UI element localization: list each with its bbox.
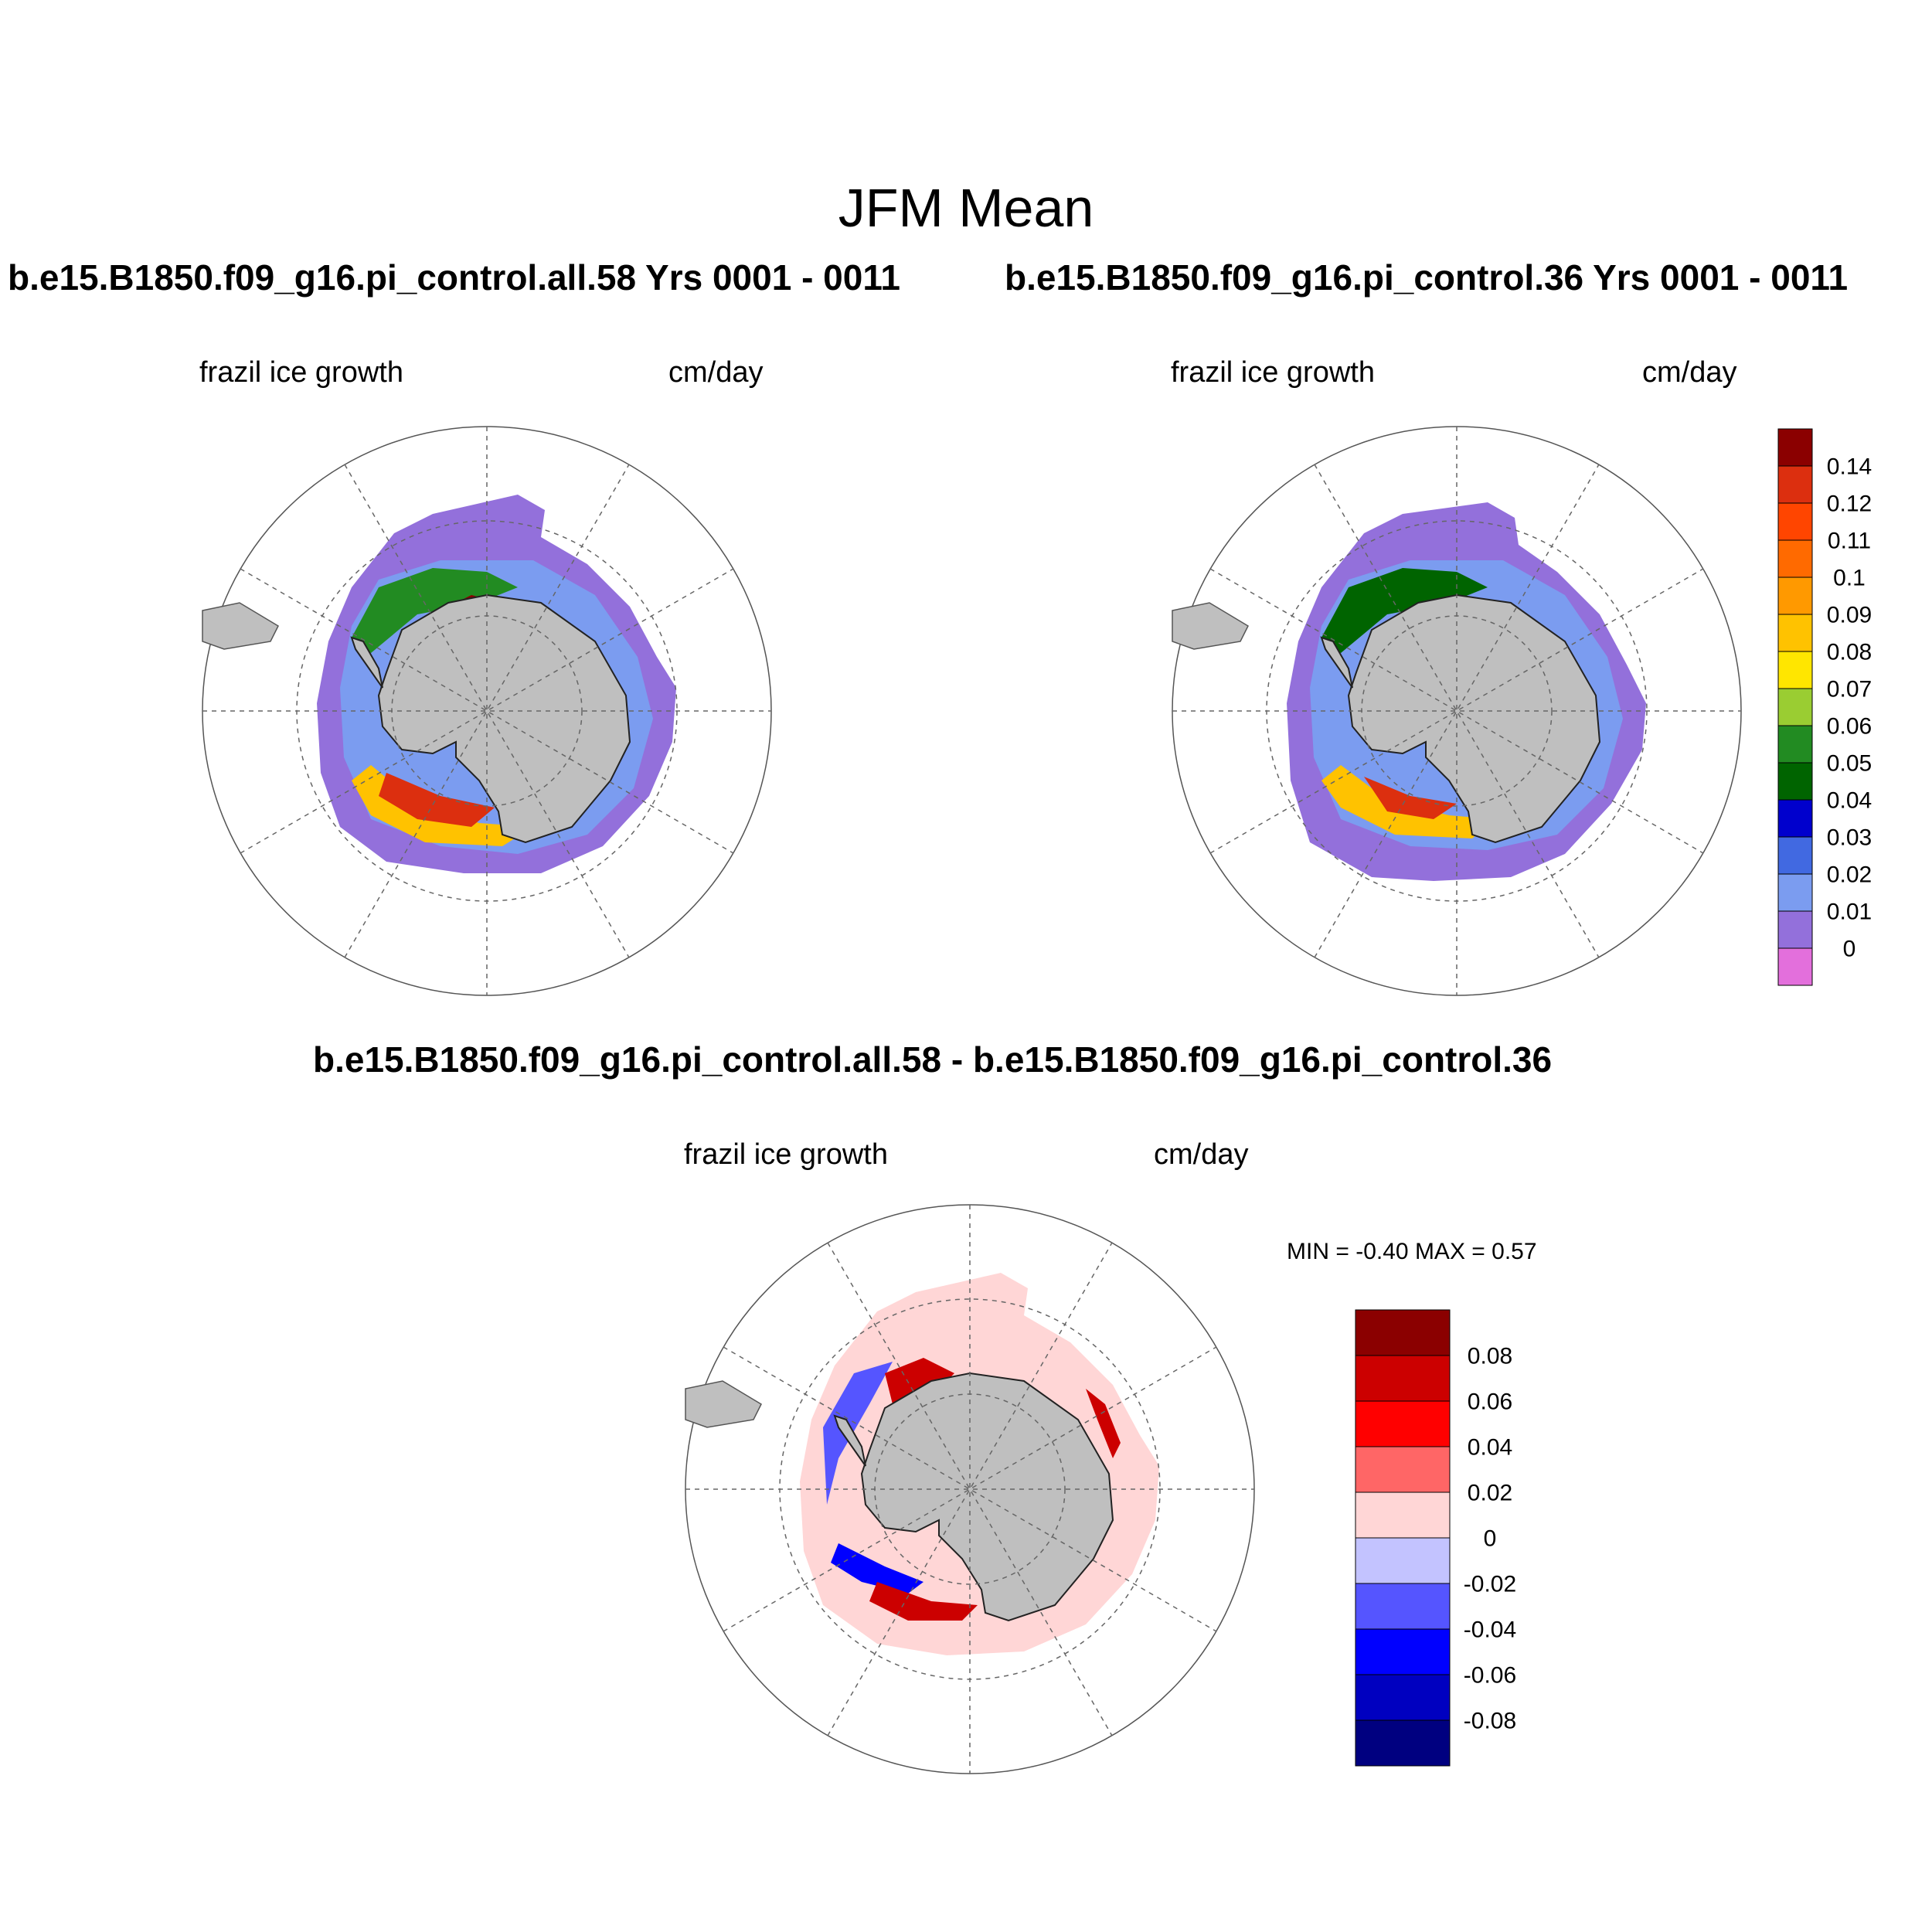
colorbar-main-swatch <box>1777 502 1813 541</box>
main-title: JFM Mean <box>838 178 1094 238</box>
diff-positive-ross <box>869 1582 978 1621</box>
colorbar-main-swatch <box>1777 614 1813 652</box>
colorbar-diff-swatch <box>1355 1674 1451 1721</box>
colorbar-main-tick-label: 0.05 <box>1827 751 1872 777</box>
colorbar-main-swatch <box>1777 428 1813 467</box>
colorbar-diff-tick-label: 0.08 <box>1468 1344 1512 1369</box>
colorbar-main-swatch <box>1777 836 1813 875</box>
diff-polar-map <box>685 1204 1255 1774</box>
colorbar-main-swatch <box>1777 651 1813 689</box>
colorbar-main-swatch <box>1777 577 1813 615</box>
colorbar-diff-tick-label: -0.04 <box>1464 1617 1516 1643</box>
colorbar-diff-tick-label: 0 <box>1484 1526 1497 1552</box>
colorbar-main-tick-label: 0.06 <box>1827 714 1872 740</box>
colorbar-diff-swatch <box>1355 1446 1451 1493</box>
colorbar-main-tick-label: 0.1 <box>1833 566 1866 591</box>
colorbar-main-tick-label: 0.12 <box>1827 492 1872 517</box>
frazil-high-band-ross <box>1321 765 1495 838</box>
frazil-peak-ross <box>1364 777 1457 819</box>
colorbar-main-swatch <box>1777 725 1813 764</box>
min-value: -0.40 <box>1355 1239 1409 1264</box>
colorbar-diff-tick-label: 0.06 <box>1468 1389 1512 1415</box>
colorbar-main-swatch <box>1777 799 1813 838</box>
diff-min-max: MIN = -0.40 MAX = 0.57 <box>1287 1240 1537 1264</box>
colorbar-main-tick-label: 0.08 <box>1827 640 1872 665</box>
frazil-high-band-ross <box>352 765 533 846</box>
map-gridlines <box>202 427 771 995</box>
colorbar-main-tick-label: 0.07 <box>1827 677 1872 702</box>
colorbar-main-swatch <box>1777 539 1813 578</box>
panel1-units-label: cm/day <box>668 356 764 389</box>
antarctica-landmass <box>1347 594 1601 844</box>
colorbar-diff-tick-label: 0.02 <box>1468 1481 1512 1506</box>
colorbar-diff-swatch <box>1355 1583 1451 1630</box>
panel2-variable-label: frazil ice growth <box>1171 356 1375 389</box>
colorbar-main-tick-label: 0.11 <box>1828 529 1871 554</box>
colorbar-diff-swatch <box>1355 1355 1451 1402</box>
map-gridlines <box>685 1205 1254 1774</box>
colorbar-main-tick-label: 0 <box>1843 937 1856 962</box>
panel1-title: b.e15.B1850.f09_g16.pi_control.all.58 Yr… <box>8 257 900 298</box>
antarctica-landmass <box>377 594 631 844</box>
colorbar-main-swatch <box>1777 762 1813 801</box>
colorbar-diff-swatch <box>1355 1492 1451 1539</box>
colorbar-diff-tick-label: -0.06 <box>1464 1663 1516 1689</box>
max-value: 0.57 <box>1492 1239 1537 1264</box>
peninsula-landmass <box>833 1414 866 1467</box>
panel2-units-label: cm/day <box>1642 356 1737 389</box>
colorbar-main-tick-label: 0.04 <box>1827 788 1872 814</box>
diff-positive-east <box>1086 1389 1121 1458</box>
min-label: MIN = <box>1287 1239 1349 1264</box>
frazil-peak-ross <box>379 773 495 827</box>
colorbar-diff-swatch <box>1355 1628 1451 1675</box>
panel2-title: b.e15.B1850.f09_g16.pi_control.36 Yrs 00… <box>1005 257 1849 298</box>
colorbar-diff-swatch <box>1355 1309 1451 1356</box>
map-gridlines <box>1172 427 1741 995</box>
diff-panel-title: b.e15.B1850.f09_g16.pi_control.all.58 - … <box>313 1039 1553 1080</box>
colorbar-main-tick-label: 0.09 <box>1827 603 1872 628</box>
diff-positive-weddell <box>885 1358 954 1404</box>
colorbar-main-swatch <box>1777 910 1813 949</box>
colorbar-main-tick-label: 0.14 <box>1827 454 1872 480</box>
colorbar-main-tick-label: 0.01 <box>1827 900 1872 925</box>
diff-units-label: cm/day <box>1154 1138 1249 1171</box>
antarctica-landmass <box>860 1372 1114 1622</box>
colorbar-main-swatch <box>1777 947 1813 986</box>
colorbar-diff-swatch <box>1355 1400 1451 1447</box>
colorbar-main-swatch <box>1777 465 1813 504</box>
colorbar-diff-tick-label: 0.04 <box>1468 1435 1512 1461</box>
panel1-polar-map <box>202 426 772 996</box>
colorbar-main-tick-label: 0.02 <box>1827 862 1872 888</box>
colorbar-main-swatch <box>1777 688 1813 726</box>
colorbar-main-swatch <box>1777 873 1813 912</box>
colorbar-diff-swatch <box>1355 1537 1451 1584</box>
colorbar-diff-swatch <box>1355 1719 1451 1767</box>
diff-variable-label: frazil ice growth <box>684 1138 888 1171</box>
colorbar-main: 0.14 0.12 0.11 0.1 0.09 0.08 0.07 0.06 0.05 0.04 0… <box>1777 428 1872 986</box>
peninsula-landmass <box>350 636 383 689</box>
diff-negative-west <box>823 1362 893 1505</box>
colorbar-diff-tick-label: -0.02 <box>1464 1572 1516 1597</box>
south-america-landmass <box>1172 602 1249 650</box>
colorbar-diff-tick-label: -0.08 <box>1464 1709 1516 1734</box>
panel2-polar-map <box>1172 426 1742 996</box>
colorbar-main-tick-label: 0.03 <box>1827 825 1872 851</box>
south-america-landmass <box>202 602 279 650</box>
max-label: MAX = <box>1414 1239 1485 1264</box>
south-america-landmass <box>685 1380 762 1428</box>
colorbar-diff: 0.08 0.06 0.04 0.02 0 -0.02 -0.04 -0.06 -0.08 <box>1355 1309 1516 1767</box>
panel1-variable-label: frazil ice growth <box>199 356 403 389</box>
peninsula-landmass <box>1320 636 1353 689</box>
